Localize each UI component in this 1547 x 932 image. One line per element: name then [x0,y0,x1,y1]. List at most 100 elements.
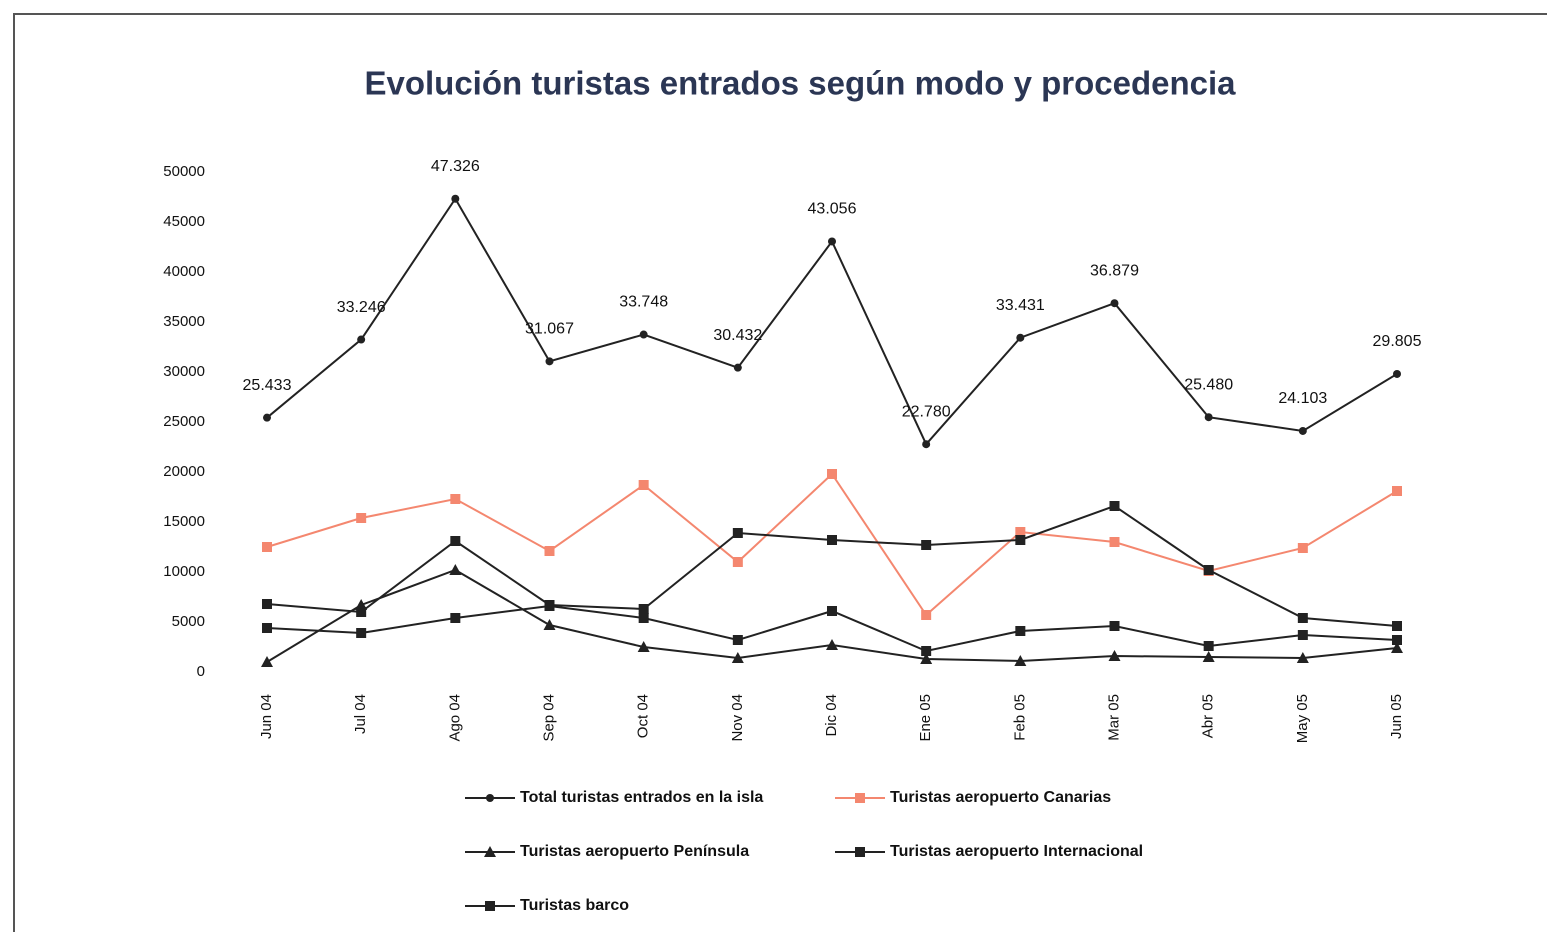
data-point [1109,537,1120,547]
y-tick-label: 40000 [163,263,205,280]
data-point [1297,630,1308,640]
legend-label: Turistas aeropuerto Canarias [890,789,1111,806]
data-point [921,646,932,656]
data-point [1014,655,1027,666]
x-tick-label: Feb 05 [1011,694,1028,741]
y-tick-label: 30000 [163,363,205,380]
chart-frame [13,13,1547,932]
data-point [1016,333,1025,342]
data-point [1203,565,1214,575]
data-point [543,619,556,630]
data-point [450,494,461,504]
data-label: 36.879 [1090,262,1139,279]
legend-marker [855,847,865,857]
data-point [544,601,555,611]
data-point [1393,369,1401,378]
x-tick-label: Oct 04 [635,694,652,738]
data-point [449,564,462,575]
y-tick-label: 25000 [163,413,205,430]
data-point [1015,626,1026,636]
data-label: 30.432 [713,327,762,344]
x-tick-label: Nov 04 [729,694,746,742]
data-label: 33.431 [996,297,1045,314]
data-point [1297,613,1308,623]
data-point [922,440,931,449]
y-tick-label: 5000 [172,613,205,630]
data-point [1203,641,1214,651]
x-tick-label: Jun 04 [258,694,275,739]
legend-label: Turistas aeropuerto Internacional [890,843,1143,860]
data-point [732,528,743,538]
data-point [1204,413,1213,422]
data-point [827,606,837,616]
x-tick-label: Sep 04 [540,694,557,742]
data-point [1015,527,1026,537]
data-point [1110,299,1119,308]
x-tick-label: Jun 05 [1388,694,1405,739]
x-tick-label: Jul 04 [352,694,369,734]
legend-marker [486,794,494,802]
data-point [638,613,649,623]
legend-label: Total turistas entrados en la isla [520,789,763,806]
data-label: 43.056 [808,201,857,218]
y-tick-label: 45000 [163,213,205,230]
legend-marker [484,846,496,857]
data-point [921,610,932,620]
data-point [828,237,836,246]
data-label: 24.103 [1278,390,1327,407]
x-tick-label: May 05 [1294,694,1311,743]
data-point [1392,635,1402,645]
data-point [451,194,460,203]
data-point [262,599,272,609]
data-label: 33.748 [619,294,668,311]
data-point [545,357,554,366]
data-point [1296,652,1309,663]
y-tick-label: 50000 [163,163,205,180]
x-tick-label: Ago 04 [446,694,463,742]
data-point [1108,650,1121,661]
chart-title: Evolución turistas entrados según modo y… [364,65,1236,102]
y-tick-label: 10000 [163,563,205,580]
data-point [637,641,650,652]
data-point [1392,621,1402,631]
legend-marker [855,793,865,803]
data-point [1202,651,1215,662]
data-point [356,607,367,617]
data-label: 29.805 [1373,333,1422,350]
data-label: 22.780 [902,403,951,420]
data-label: 47.326 [431,158,480,175]
data-point [1298,426,1307,435]
data-label: 33.246 [337,299,386,316]
data-point [921,540,932,550]
data-point [357,335,366,344]
data-point [262,542,272,552]
legend-label: Turistas barco [520,897,629,914]
data-label: 25.433 [243,377,292,394]
x-tick-label: Mar 05 [1105,694,1122,741]
data-point [827,535,837,545]
data-point [920,653,933,664]
x-tick-label: Abr 05 [1200,694,1217,738]
data-point [356,628,367,638]
data-point [450,613,461,623]
data-point [450,536,461,546]
data-point [732,557,743,567]
data-point [263,413,271,422]
y-tick-label: 20000 [163,463,205,480]
x-tick-label: Dic 04 [823,694,840,737]
data-point [639,330,648,339]
y-tick-label: 0 [197,663,205,680]
data-point [732,635,743,645]
data-point [261,656,273,667]
data-point [827,469,837,479]
x-tick-label: Ene 05 [917,694,934,742]
data-point [826,639,838,650]
data-point [544,546,555,556]
data-point [731,652,744,663]
data-point [1015,535,1026,545]
data-point [356,513,367,523]
data-point [733,363,742,372]
data-point [1109,621,1120,631]
data-label: 31.067 [525,321,574,338]
